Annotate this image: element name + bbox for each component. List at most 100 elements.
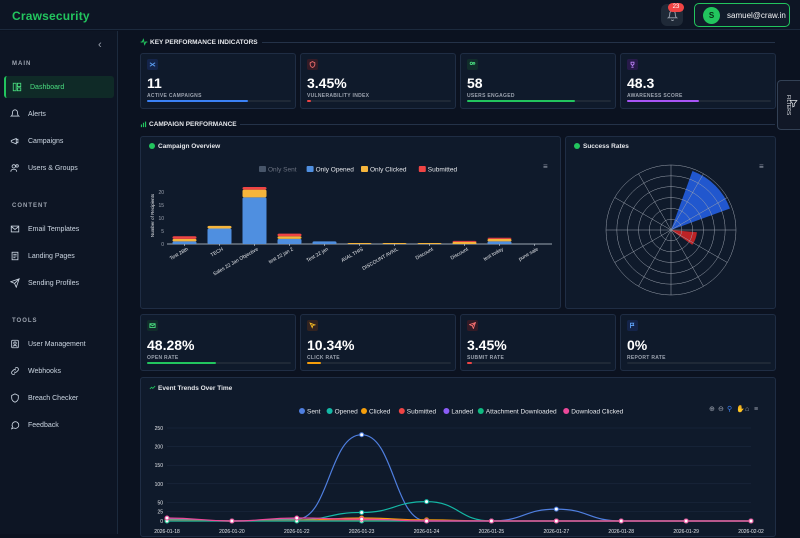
y-tick-label: 250 [155, 426, 164, 432]
collapse-sidebar-icon[interactable]: ‹ [98, 39, 102, 51]
page-icon [11, 251, 19, 261]
rate-label: OPEN RATE [147, 355, 179, 361]
sidebar: ‹ MAIN Dashboard Alerts Campaigns Users … [0, 31, 118, 534]
kpi-track [627, 100, 771, 102]
legend-label: Opened [335, 409, 359, 416]
filter-icon [789, 100, 798, 108]
kpi-progress [307, 100, 312, 102]
grid-spoke [670, 197, 728, 231]
bar-segment [312, 241, 337, 244]
rate-progress [307, 362, 322, 364]
sidebar-item-label: Landing Pages [28, 252, 75, 260]
y-tick-label: 150 [155, 463, 164, 469]
legend-marker [326, 408, 333, 414]
bar-segment [172, 238, 197, 242]
data-point [294, 515, 300, 521]
sidebar-item-label: Users & Groups [28, 164, 78, 172]
rate-card-open: 48.28% OPEN RATE [140, 314, 296, 371]
legend-label: Submitted [428, 167, 458, 174]
rate-card-report: 0% REPORT RATE [620, 314, 776, 371]
sidebar-item-breach-checker[interactable]: Breach Checker [4, 387, 114, 409]
crosshair-icon [147, 59, 158, 70]
campaign-overview-chart: Only Sent Only Opened Only Clicked Submitte… [150, 162, 552, 277]
menu-icon: ≡ [543, 162, 548, 171]
user-menu[interactable]: S samuel@craw.in [694, 3, 790, 27]
brand-logo[interactable]: Crawsecurity [12, 9, 90, 23]
sidebar-item-webhooks[interactable]: Webhooks [4, 360, 114, 382]
bar-segment [172, 236, 197, 239]
series-line [166, 517, 751, 522]
x-tick-label: 2026-01-28 [608, 529, 634, 535]
sidebar-item-feedback[interactable]: Feedback [4, 414, 114, 436]
data-point [424, 518, 430, 524]
shield-alert-icon [307, 59, 318, 70]
bar-segment [487, 237, 512, 239]
legend-marker [443, 408, 450, 414]
success-rates-title: Success Rates [574, 143, 629, 150]
sidebar-item-campaigns[interactable]: Campaigns [4, 130, 114, 152]
y-tick-label: 0 [160, 519, 163, 525]
x-tick-label: Test 28th [169, 246, 190, 261]
legend-label: Clicked [369, 409, 391, 416]
data-point [748, 518, 754, 524]
x-tick-label: DISCOUNT AVAIL [361, 246, 399, 272]
legend-swatch [418, 166, 426, 172]
kpi-label: AWARENESS SCORE [627, 93, 683, 99]
grid-spoke [670, 173, 704, 231]
grid-spoke [614, 197, 672, 231]
filters-tab[interactable]: FILTERS [777, 80, 800, 130]
sidebar-item-email-templates[interactable]: Email Templates [4, 218, 114, 240]
legend-label: Only Opened [316, 167, 355, 174]
trophy-icon [627, 59, 638, 70]
trend-icon [149, 385, 156, 390]
sidebar-item-user-management[interactable]: User Management [4, 333, 114, 355]
menu-icon: ≡ [754, 406, 758, 413]
sidebar-item-label: Email Templates [28, 225, 80, 233]
mail-icon [10, 225, 20, 233]
kpi-label: USERS ENGAGED [467, 93, 515, 99]
x-tick-label: Test 22 jan [306, 246, 330, 263]
kpi-progress [147, 100, 248, 102]
y-tick-label: 200 [155, 445, 164, 451]
kpi-value: 3.45% [307, 75, 347, 91]
x-tick-label: 2026-01-29 [673, 529, 699, 535]
sidebar-item-users-groups[interactable]: Users & Groups [4, 157, 114, 179]
top-bar: Crawsecurity 23 S samuel@craw.in [0, 0, 800, 30]
sidebar-item-label: Campaigns [28, 137, 64, 145]
rate-label: SUBMIT RATE [467, 355, 505, 361]
data-point [488, 518, 494, 524]
pan-icon: ✋ [736, 404, 745, 413]
legend-label: Landed [451, 409, 473, 416]
zoom-in-icon: ⊕ [709, 406, 715, 413]
chat-icon [10, 421, 20, 430]
rate-value: 3.45% [467, 337, 507, 353]
x-tick-label: test 22 jan 2 [268, 246, 295, 265]
bar-segment [487, 241, 512, 244]
notification-badge: 23 [668, 3, 684, 12]
flag-icon [627, 320, 638, 331]
legend-marker [477, 408, 484, 414]
data-point [359, 516, 365, 522]
campaign-overview-title: Campaign Overview [149, 143, 220, 150]
send-icon [467, 320, 478, 331]
panel-title-text: Success Rates [583, 143, 629, 150]
campaign-overview-panel: Campaign Overview Only Sent Only Opened On… [140, 136, 561, 309]
series-line [166, 434, 751, 522]
legend-label: Download Clicked [571, 409, 623, 416]
sidebar-item-landing-pages[interactable]: Landing Pages [4, 245, 114, 267]
sidebar-item-alerts[interactable]: Alerts [4, 103, 114, 125]
rate-card-click: 10.34% CLICK RATE [300, 314, 456, 371]
sidebar-item-dashboard[interactable]: Dashboard [4, 76, 114, 98]
x-tick-label: 2026-01-20 [219, 529, 245, 535]
y-tick-label: 25 [157, 510, 163, 516]
sidebar-item-sending-profiles[interactable]: Sending Profiles [4, 272, 114, 294]
user-email: samuel@craw.in [727, 11, 786, 20]
kpi-section-title: KEY PERFORMANCE INDICATORS [150, 39, 258, 46]
sidebar-item-label: User Management [28, 340, 86, 348]
rate-track [307, 362, 451, 364]
divider [240, 124, 775, 125]
legend-swatch [306, 166, 314, 172]
event-trends-panel: Event Trends Over Time Sent Opened Clicked… [140, 377, 776, 537]
legend-label: Sent [307, 409, 321, 416]
bar-segment [452, 240, 477, 242]
